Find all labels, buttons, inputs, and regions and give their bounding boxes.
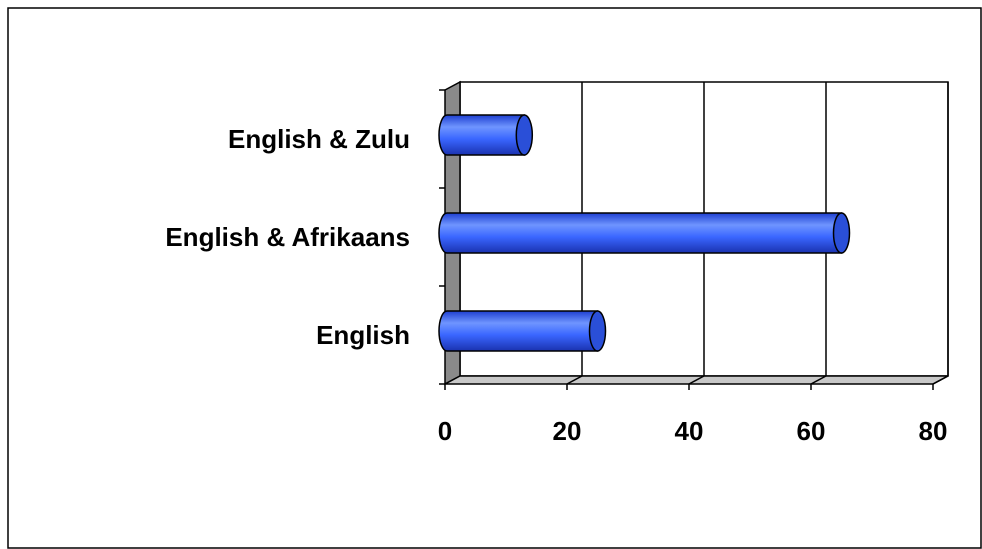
x-tick-label: 40 — [675, 416, 704, 446]
y-tick-label: English — [316, 320, 410, 350]
x-tick-label: 80 — [919, 416, 948, 446]
grid-line — [566, 375, 583, 385]
x-tick-label: 20 — [553, 416, 582, 446]
grid-line — [688, 375, 705, 385]
bar — [438, 114, 534, 156]
bar — [438, 212, 851, 254]
bar — [438, 310, 607, 352]
x-tick-label: 60 — [797, 416, 826, 446]
grid-line — [810, 375, 827, 385]
y-tick-label: English & Afrikaans — [165, 222, 410, 252]
y-tick-label: English & Zulu — [228, 124, 410, 154]
grid-line — [932, 375, 949, 385]
x-tick-label: 0 — [438, 416, 452, 446]
